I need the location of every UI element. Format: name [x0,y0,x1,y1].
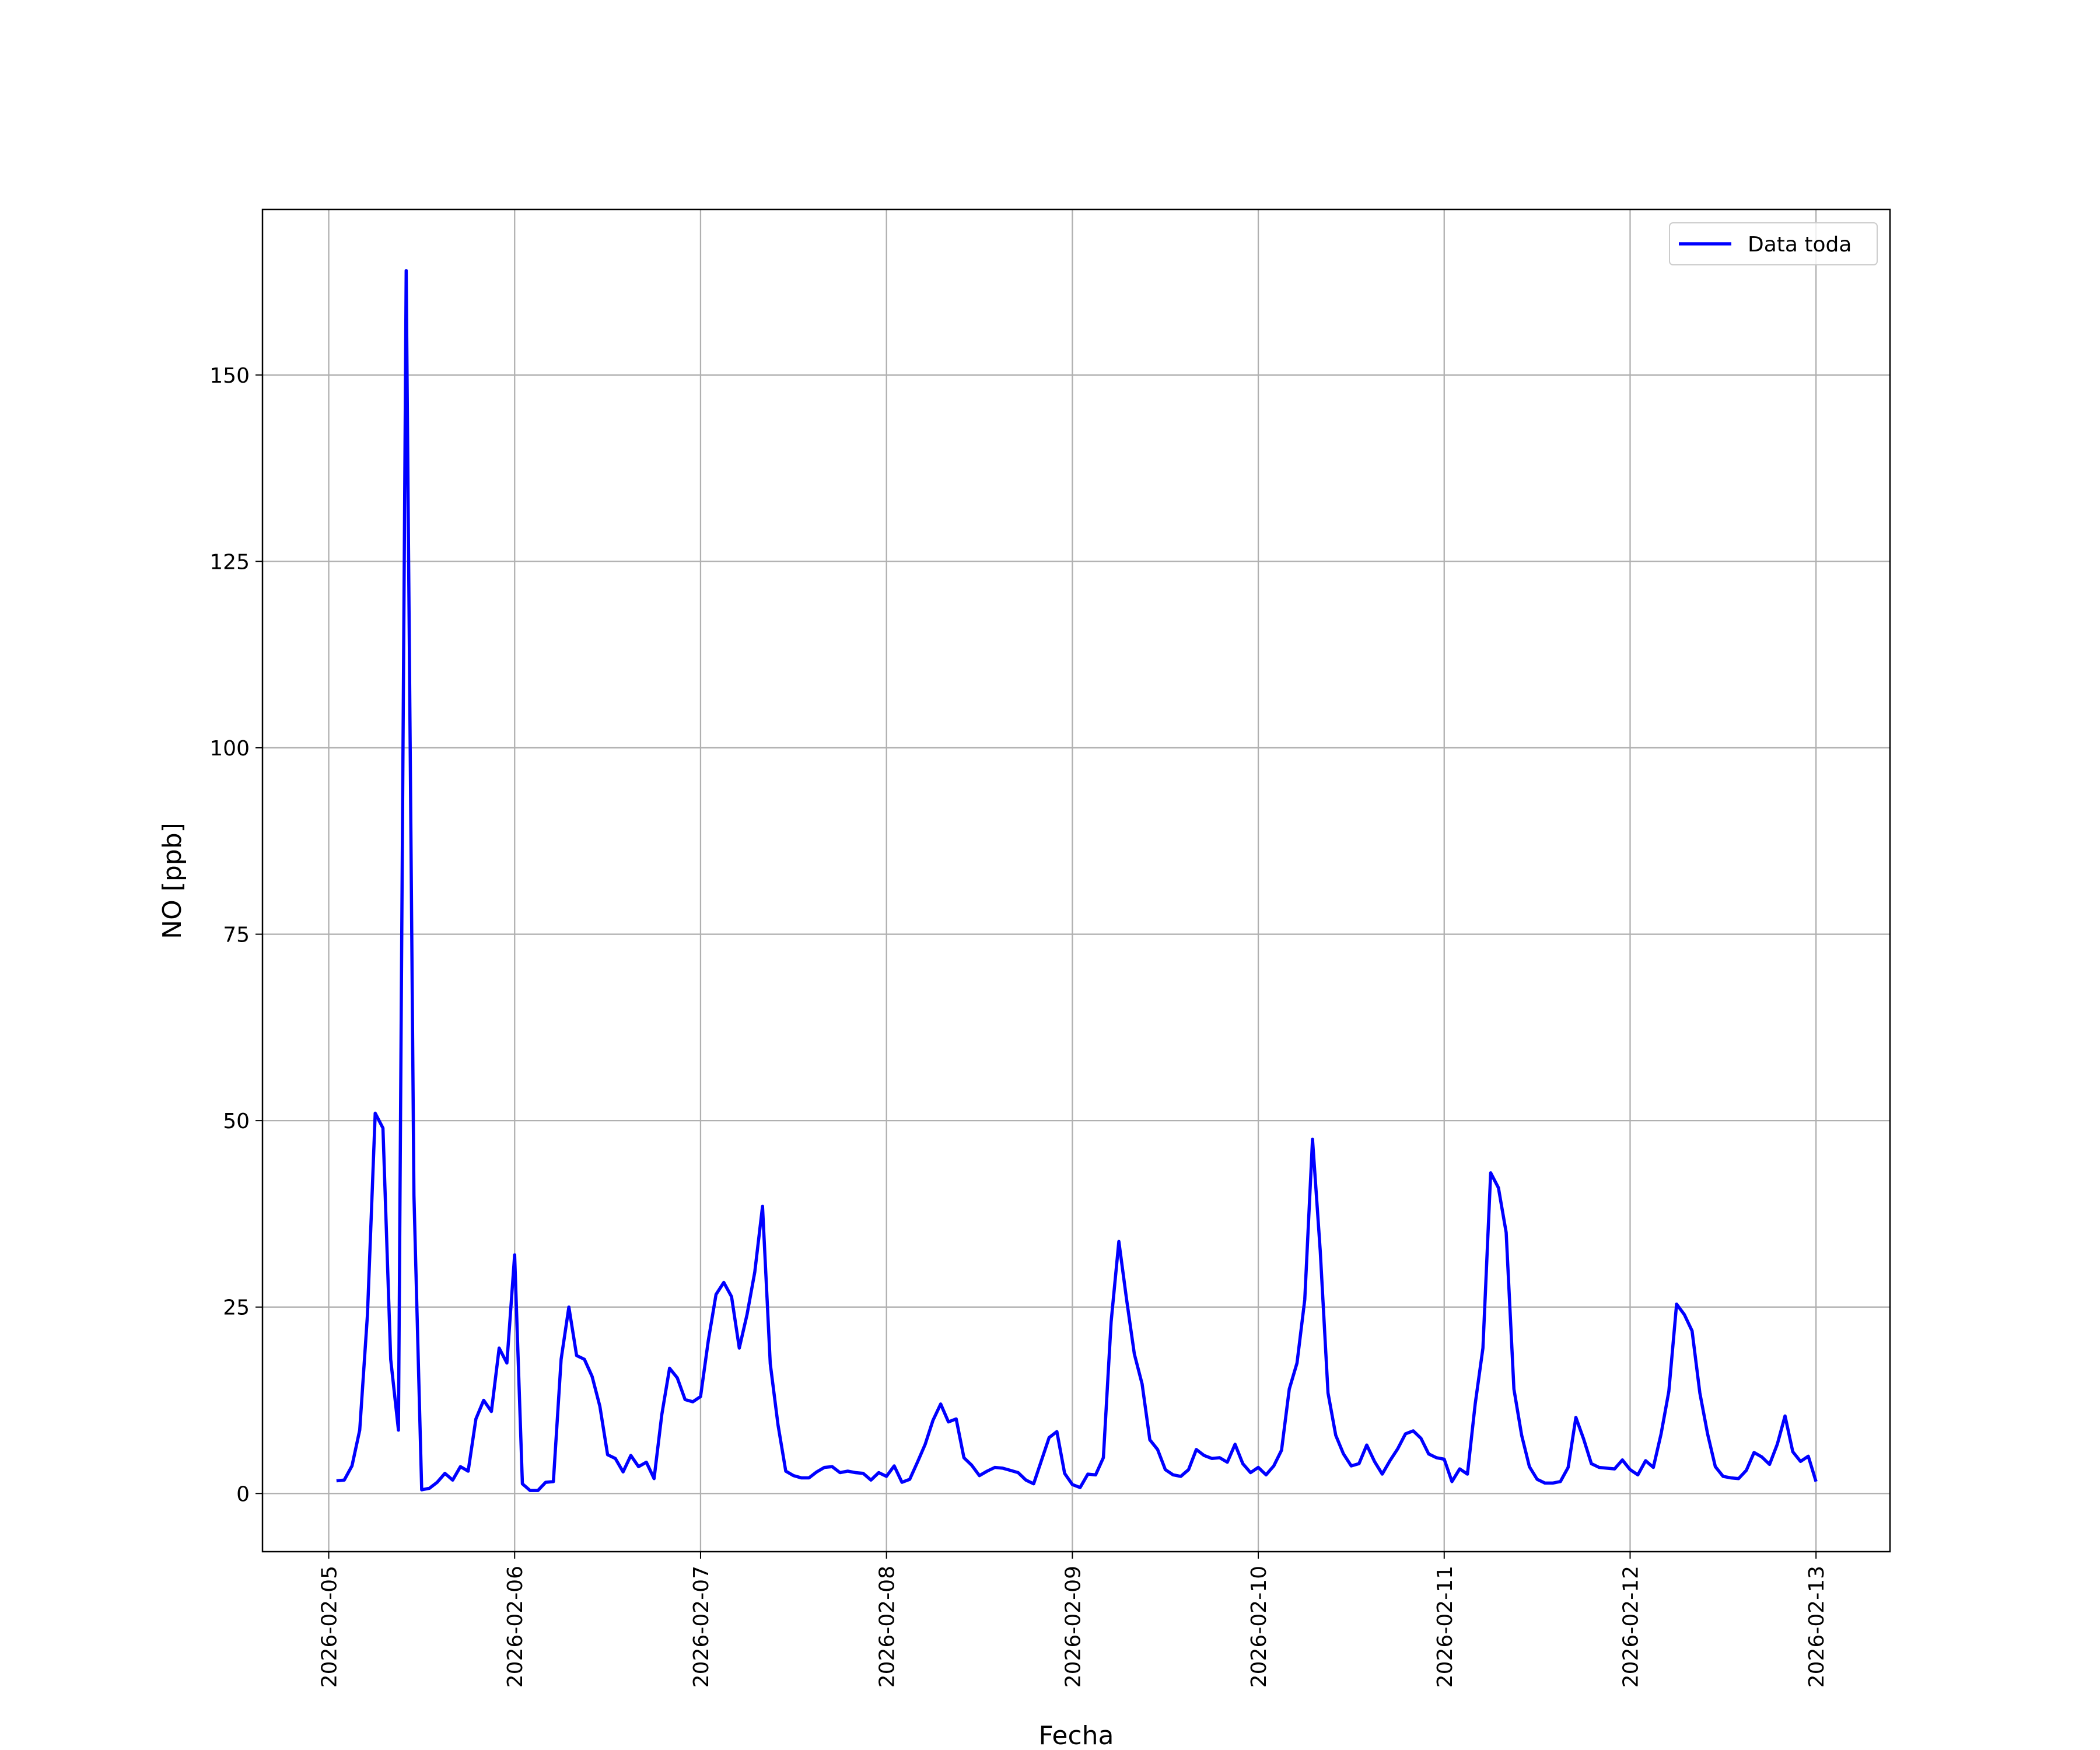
y-tick-label: 100 [209,737,250,761]
legend-box [1669,222,1878,265]
legend-label: Data toda [1748,233,1852,257]
y-tick-label: 50 [223,1110,250,1133]
x-tick-label: 2026-02-06 [503,1566,527,1688]
x-tick-label: 2026-02-07 [690,1566,713,1688]
x-tick-label: 2026-02-10 [1247,1566,1271,1688]
y-tick-label: 150 [209,364,250,388]
y-tick-label: 75 [223,923,250,947]
x-tick-label: 2026-02-11 [1433,1566,1457,1688]
x-tick-label: 2026-02-12 [1619,1566,1643,1688]
x-tick-label: 2026-02-13 [1805,1566,1829,1688]
y-tick-label: 125 [209,550,250,574]
y-tick-label: 25 [223,1296,250,1320]
data-line [336,269,1818,1492]
y-axis-label: NO [ppb] [158,822,187,939]
plot-frame [261,208,1891,1553]
x-axis-label: Fecha [1038,1721,1114,1750]
x-tick-label: 2026-02-08 [876,1566,900,1688]
x-tick-label: 2026-02-05 [318,1566,342,1688]
y-tick-label: 0 [236,1482,250,1506]
x-tick-label: 2026-02-09 [1061,1566,1085,1688]
